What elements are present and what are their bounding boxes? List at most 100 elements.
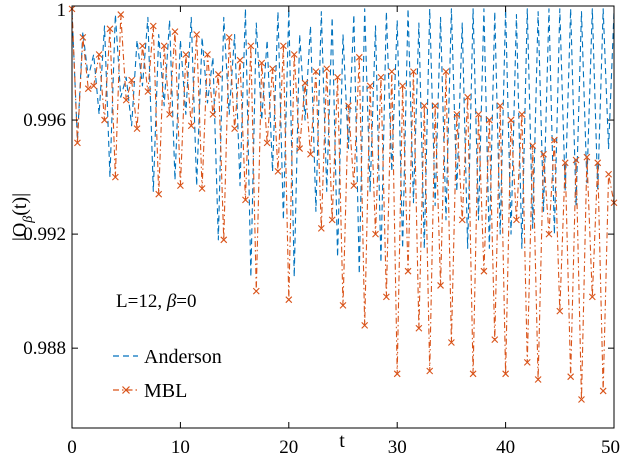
data-point-mbl: [480, 267, 488, 275]
data-point-mbl: [556, 307, 564, 315]
data-point-mbl: [410, 68, 417, 75]
data-point-mbl: [263, 139, 271, 147]
data-point-mbl: [355, 53, 363, 61]
data-point-mbl: [79, 33, 87, 41]
data-point-mbl: [583, 153, 591, 161]
data-point-mbl: [101, 116, 108, 124]
data-point-mbl: [111, 173, 119, 181]
y-tick-label: 0.996: [23, 110, 66, 131]
data-point-mbl: [361, 321, 369, 329]
plot-area-frame: [71, 5, 615, 429]
data-point-mbl: [214, 71, 222, 78]
data-point-mbl: [166, 110, 173, 118]
data-point-mbl: [231, 125, 238, 132]
data-point-mbl: [198, 185, 206, 192]
data-point-mbl: [171, 28, 179, 36]
annotation-text: L=12,: [116, 291, 167, 312]
data-point-mbl: [160, 42, 168, 50]
data-point-mbl: [502, 370, 509, 378]
data-point-mbl: [301, 79, 309, 87]
data-point-mbl: [561, 159, 569, 167]
data-point-mbl: [296, 145, 304, 152]
data-point-mbl: [588, 293, 596, 301]
data-point-mbl: [453, 110, 461, 118]
data-point-mbl: [290, 51, 298, 58]
x-tick-label: 20: [279, 437, 298, 458]
data-point-mbl: [84, 85, 92, 93]
data-point-mbl: [258, 59, 266, 67]
legend-label-mbl: MBL: [144, 380, 187, 402]
data-point-mbl: [485, 116, 493, 124]
annotation-beta: β: [166, 291, 177, 312]
y-tick-label: 1: [57, 0, 67, 21]
y-axis-label: |Oβ(t)|: [9, 193, 36, 241]
data-point-mbl: [350, 182, 358, 190]
series-layer: [68, 5, 618, 403]
data-point-mbl: [345, 102, 352, 110]
data-point-mbl: [491, 336, 499, 343]
data-point-mbl: [139, 42, 146, 50]
x-tick-label: 0: [67, 437, 77, 458]
data-point-mbl: [122, 96, 130, 104]
data-point-mbl: [507, 116, 515, 124]
data-point-mbl: [594, 159, 602, 167]
data-point-mbl: [599, 387, 607, 395]
x-tick-label: 40: [496, 437, 515, 458]
y-tick-label: 0.988: [23, 338, 66, 359]
data-point-mbl: [187, 122, 195, 130]
data-point-mbl: [404, 267, 412, 275]
data-point-mbl: [372, 230, 379, 238]
data-point-mbl: [182, 51, 190, 58]
data-point-mbl: [225, 33, 233, 41]
data-point-mbl: [193, 31, 201, 38]
data-point-mbl: [458, 216, 466, 224]
data-point-mbl: [393, 370, 401, 378]
data-point-mbl: [106, 25, 114, 33]
data-point-mbl: [177, 182, 184, 190]
x-axis-label: t: [339, 430, 345, 452]
data-point-mbl: [605, 170, 612, 178]
y-tick-label: 0.992: [23, 224, 66, 245]
data-point-mbl: [475, 110, 482, 118]
data-point-mbl: [545, 230, 553, 238]
data-point-mbl: [572, 156, 580, 164]
data-point-mbl: [133, 125, 141, 132]
data-point-mbl: [155, 190, 163, 198]
legend: Anderson MBL: [113, 346, 222, 402]
data-point-mbl: [540, 150, 547, 158]
data-point-mbl: [209, 110, 217, 118]
y-axis-label-subscript: β: [21, 216, 36, 224]
annotation-tail: =0: [176, 291, 196, 312]
data-point-mbl: [426, 367, 434, 375]
legend-marker-mbl: [122, 386, 130, 394]
data-point-mbl: [469, 370, 477, 378]
data-point-mbl: [279, 42, 287, 50]
data-point-mbl: [242, 196, 249, 204]
data-point-mbl: [312, 68, 320, 75]
data-point-mbl: [529, 142, 537, 150]
data-point-mbl: [366, 82, 374, 90]
data-point-mbl: [144, 88, 152, 95]
data-point-mbl: [399, 82, 407, 90]
data-point-mbl: [496, 102, 504, 110]
data-point-mbl: [204, 51, 211, 58]
legend-label-anderson: Anderson: [144, 346, 222, 368]
data-point-mbl: [269, 65, 276, 73]
data-point-mbl: [117, 11, 125, 18]
data-point-mbl: [317, 225, 325, 232]
y-axis-label-main: |O: [9, 223, 31, 241]
data-point-mbl: [550, 136, 558, 144]
data-point-mbl: [431, 102, 439, 110]
data-point-mbl: [448, 339, 455, 346]
x-tick-label: 50: [601, 437, 620, 458]
y-axis-label-tail: (t)|: [9, 193, 31, 216]
data-point-mbl: [307, 150, 314, 158]
data-point-mbl: [74, 139, 81, 147]
data-point-mbl: [274, 167, 282, 175]
data-point-mbl: [236, 56, 244, 64]
data-point-mbl: [382, 293, 390, 301]
parameter-annotation: L=12, β=0: [116, 291, 197, 312]
data-point-mbl: [377, 73, 385, 81]
